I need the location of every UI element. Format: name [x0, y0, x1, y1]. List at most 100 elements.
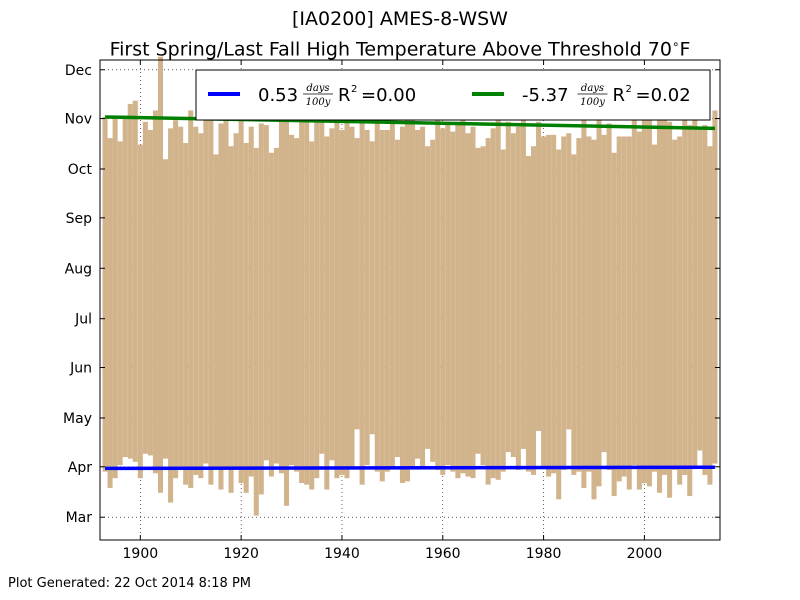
bar-year-1993 [606, 123, 612, 471]
bar-year-2010 [692, 120, 698, 467]
bar-year-1907 [173, 120, 179, 479]
bar-year-1931 [294, 138, 300, 472]
legend-r2-1: R [338, 85, 351, 106]
y-tick-label-apr: Apr [68, 460, 92, 476]
bar-year-1943 [354, 138, 360, 430]
bar-year-1970 [490, 128, 496, 479]
bar-year-1998 [631, 113, 637, 466]
bar-year-1971 [495, 118, 501, 480]
bar-year-1935 [314, 121, 320, 479]
bar-year-1948 [379, 129, 385, 482]
bar-year-2004 [662, 118, 668, 475]
bar-year-1962 [450, 131, 456, 472]
bar-year-1961 [445, 123, 451, 466]
legend-unit-numerator-2: days [581, 83, 604, 94]
bar-year-2012 [702, 125, 708, 475]
y-tick-label-jul: Jul [74, 312, 92, 328]
y-tick-label-nov: Nov [65, 112, 92, 128]
bar-year-1898 [127, 103, 133, 459]
bar-year-1980 [541, 136, 547, 469]
bar-year-1922 [248, 126, 254, 477]
legend-value-2: -5.37 [522, 85, 569, 106]
bar-year-1999 [636, 131, 642, 490]
legend-unit-numerator-1: days [306, 83, 329, 94]
bar-year-2009 [687, 125, 693, 497]
legend-box [195, 69, 711, 121]
bar-year-1925 [263, 125, 269, 461]
bar-year-1964 [460, 120, 466, 474]
bar-year-1904 [157, 56, 164, 493]
plot-frame [99, 59, 721, 541]
y-tick-label-dec: Dec [65, 63, 92, 79]
bar-year-1997 [626, 136, 632, 490]
bar-year-1918 [228, 146, 234, 493]
bar-year-1953 [404, 112, 410, 482]
bar-year-1940 [339, 129, 345, 475]
bar-year-1930 [289, 134, 295, 466]
bar-year-1906 [168, 128, 174, 503]
bar-year-1960 [440, 128, 446, 475]
bar-year-1927 [273, 147, 279, 464]
bar-year-1896 [117, 141, 123, 466]
bar-year-1956 [420, 126, 426, 467]
x-tick-label-1980: 1980 [526, 546, 562, 562]
bar-year-1976 [520, 118, 526, 449]
y-tick-label-mar: Mar [66, 510, 93, 526]
bar-year-1905 [163, 159, 169, 459]
chart-title-line-1: [IA0200] AMES-8-WSW [292, 8, 508, 30]
bar-year-2005 [667, 121, 673, 498]
chart-title-text: First Spring/Last Fall High Temperature … [109, 38, 672, 61]
bar-year-1987 [576, 138, 582, 472]
bar-year-1915 [213, 154, 219, 469]
x-tick-label-1920: 1920 [223, 546, 259, 562]
bar-year-1988 [581, 100, 587, 488]
bar-year-1984 [561, 136, 567, 471]
bar-year-2013 [707, 146, 713, 485]
bar-year-1924 [258, 123, 264, 495]
bar-year-1973 [505, 121, 511, 453]
bar-year-1967 [475, 147, 481, 454]
bar-year-2003 [656, 110, 663, 493]
bar-year-1897 [122, 118, 128, 458]
bar-year-1977 [525, 156, 531, 472]
bar-year-1893 [102, 116, 108, 472]
bars-group [102, 56, 718, 516]
bar-year-1901 [142, 121, 148, 454]
legend-r2-value-2: =0.02 [636, 85, 691, 106]
bar-year-1982 [551, 134, 557, 474]
bar-year-1894 [107, 138, 113, 488]
bar-year-1978 [530, 146, 537, 475]
bar-year-1996 [621, 136, 627, 477]
y-tick-label-sep: Sep [66, 211, 93, 227]
bar-year-1923 [253, 147, 259, 516]
bar-year-1957 [425, 146, 431, 449]
bar-year-1932 [299, 120, 305, 484]
bar-year-1920 [238, 112, 244, 484]
bar-year-1903 [152, 110, 158, 474]
chart-title-line-2: First Spring/Last Fall High Temperature … [0, 33, 800, 60]
bar-year-1950 [389, 107, 395, 469]
chart-title-unit: F [679, 38, 691, 61]
bar-year-1954 [410, 107, 416, 467]
bar-year-1965 [465, 133, 471, 477]
bar-year-1913 [203, 105, 209, 464]
bar-year-2011 [697, 126, 703, 451]
bar-year-1947 [374, 112, 380, 472]
y-tick-label-jun: Jun [69, 361, 92, 377]
bar-year-1990 [591, 139, 597, 500]
bar-year-1912 [198, 133, 204, 479]
bar-year-1909 [183, 142, 189, 485]
bar-year-1949 [384, 129, 390, 472]
bar-year-1926 [268, 152, 274, 477]
bar-year-1995 [616, 136, 622, 482]
legend-r2-2: R [613, 85, 626, 106]
bar-year-2008 [682, 113, 688, 475]
legend-r2-superscript-1: 2 [351, 84, 357, 95]
legend-r2-superscript-2: 2 [626, 84, 632, 95]
bar-year-1937 [324, 136, 330, 490]
bar-year-1951 [394, 139, 400, 458]
bar-year-2002 [651, 144, 657, 472]
bar-year-1974 [510, 133, 516, 458]
spring-trend-line [105, 465, 715, 471]
bar-year-2000 [641, 115, 647, 484]
